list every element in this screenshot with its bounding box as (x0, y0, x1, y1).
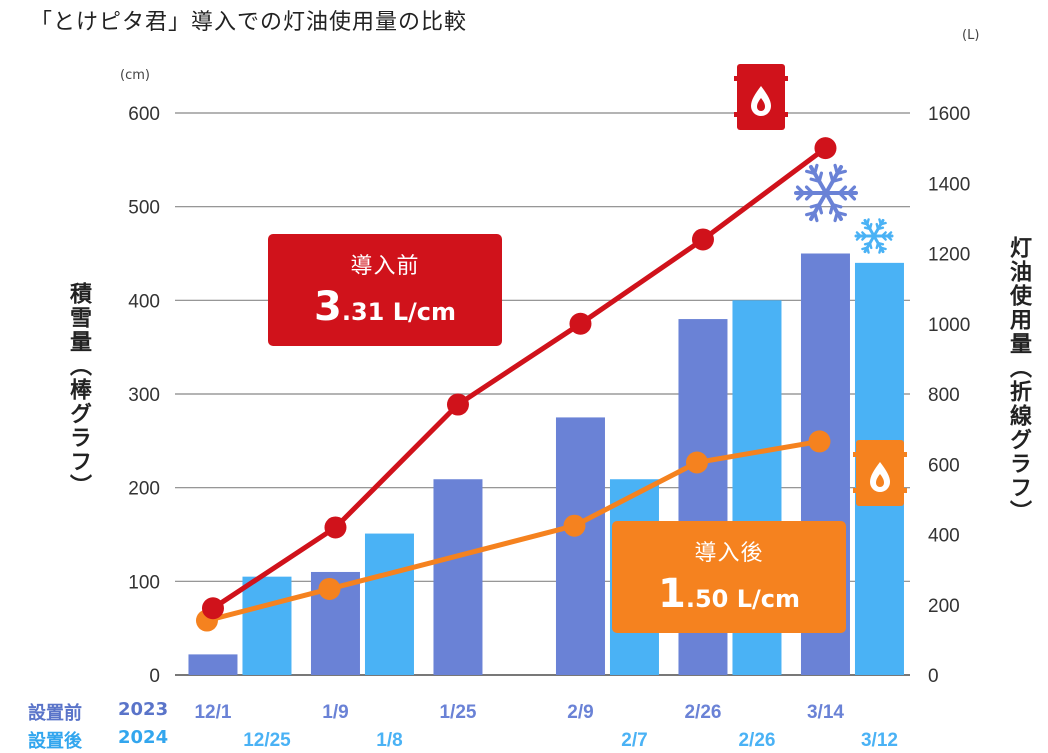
snow-branch (837, 185, 848, 195)
x-label-after: 3/12 (861, 730, 898, 751)
left-tick-label: 600 (128, 104, 160, 125)
after-point (808, 430, 831, 453)
snow-branch (866, 246, 870, 254)
right-tick-label: 0 (928, 666, 939, 687)
before-point (691, 228, 714, 251)
callout-after-title: 導入後 (694, 541, 764, 566)
right-unit: (L) (962, 28, 980, 43)
snow-branch (817, 203, 824, 215)
right-tick-label: 400 (928, 526, 960, 547)
oil-drum-orange-icon (853, 440, 907, 506)
bar-group (188, 253, 904, 675)
snow-branch (886, 231, 893, 238)
callout-after-rest: .50 L/cm (685, 585, 800, 613)
snowflake-large-icon (794, 163, 858, 223)
callout-before-title: 導入前 (350, 254, 420, 279)
snow-branch (868, 241, 873, 250)
bar-after (242, 576, 292, 675)
left-tick-label: 300 (128, 385, 160, 406)
snow-branch (835, 210, 847, 217)
before-point (569, 312, 592, 335)
before-point (446, 393, 469, 416)
snow-branch (828, 171, 835, 183)
after-point (318, 577, 341, 600)
before-line (211, 146, 827, 611)
row-before-label: 設置前 (28, 703, 82, 724)
snow-branch (876, 241, 885, 246)
snow-branch (813, 210, 819, 223)
snow-branch (831, 203, 843, 209)
callout-after: 導入後 1.50 L/cm (612, 521, 846, 633)
before-point (324, 516, 347, 539)
row-after-label: 設置後 (28, 731, 82, 752)
x-label-after: 12/25 (243, 730, 291, 751)
snow-branch (879, 246, 887, 251)
snow-branch (809, 177, 821, 183)
left-tick-label: 400 (128, 291, 160, 312)
snow-branch (804, 191, 815, 201)
snow-branch (855, 234, 862, 241)
oil-drum-red-icon (734, 64, 788, 130)
bar-before (433, 479, 483, 675)
snow-branch (863, 226, 872, 231)
right-tick-label: 200 (928, 596, 960, 617)
snow-branch (846, 185, 857, 195)
bar-before (555, 417, 605, 675)
chart-title: 「とけピタ君」導入での灯油使用量の比較 (30, 10, 468, 35)
x-labels: 12/1 12/25 1/9 1/8 1/25 2/9 2/7 2/26 2/26 3/14 3/1… (194, 702, 897, 751)
x-label-after: 2/7 (621, 730, 647, 751)
right-tick-label: 800 (928, 385, 960, 406)
left-tick-label: 200 (128, 479, 160, 500)
snowflake-small-icon (854, 218, 894, 254)
right-tick-label: 1400 (928, 174, 970, 195)
before-point (201, 597, 224, 620)
x-label-before: 3/14 (807, 702, 844, 723)
snow-branch (878, 218, 882, 226)
right-tick-label: 1000 (928, 315, 970, 336)
callout-before-big: 3 (313, 284, 342, 330)
snow-branch (795, 191, 806, 201)
row-after-year: 2024 (118, 727, 169, 748)
snow-branch (861, 221, 869, 226)
x-label-before: 1/9 (322, 702, 348, 723)
snow-branch (833, 163, 839, 176)
x-label-before: 2/26 (684, 702, 721, 723)
snow-branch (861, 234, 868, 241)
bar-before (188, 654, 238, 675)
tick-labels: 0 100 200 300 400 500 600 0 200 400 600 800 1000 1200… (128, 104, 970, 687)
callout-after-big: 1 (657, 571, 686, 617)
right-tick-label: 600 (928, 455, 960, 476)
snow-branch (875, 222, 880, 231)
after-point (563, 514, 586, 537)
bar-after (364, 533, 414, 675)
x-label-before: 2/9 (567, 702, 593, 723)
x-label-after: 1/8 (376, 730, 402, 751)
left-tick-label: 0 (149, 666, 160, 687)
left-axis-label: 積雪量（棒グラフ） (66, 282, 91, 498)
x-label-before: 1/25 (439, 702, 476, 723)
left-tick-label: 100 (128, 572, 160, 593)
x-label-after: 2/26 (738, 730, 775, 751)
callout-before-rest: .31 L/cm (341, 298, 456, 326)
row-before-year: 2023 (118, 699, 169, 720)
callout-before: 導入前 3.31 L/cm (268, 234, 502, 346)
snow-branch (805, 169, 817, 176)
after-point (685, 451, 708, 474)
left-unit: (cm) (120, 68, 150, 83)
right-tick-label: 1200 (928, 245, 970, 266)
right-tick-label: 1600 (928, 104, 970, 125)
snow-branch (880, 231, 887, 238)
x-label-before: 12/1 (194, 702, 231, 723)
line-group (195, 137, 837, 632)
right-axis-label: 灯油使用量（折線グラフ） (1006, 236, 1031, 524)
left-tick-label: 500 (128, 198, 160, 219)
before-point (814, 137, 837, 160)
